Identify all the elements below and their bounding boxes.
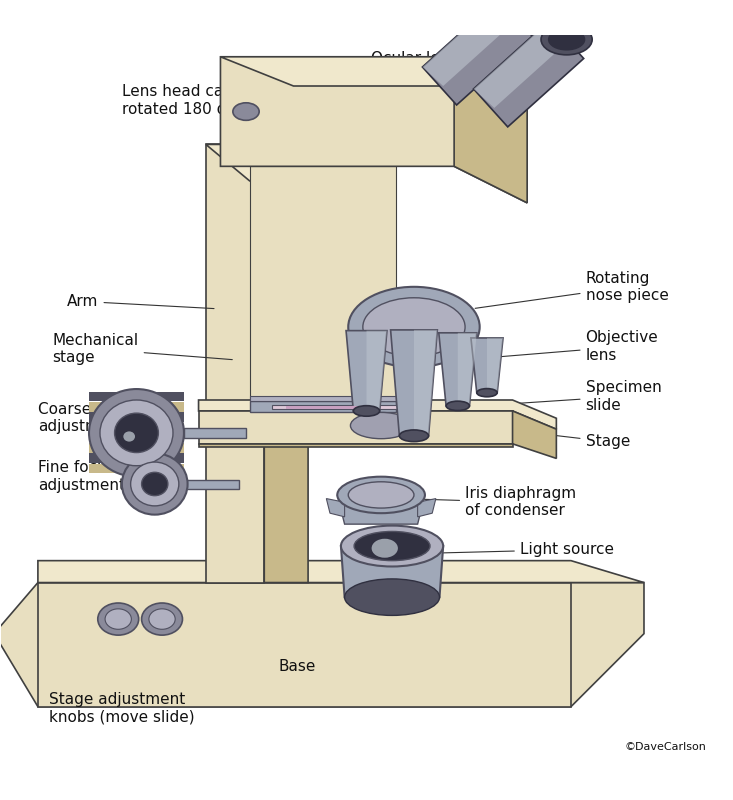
Ellipse shape: [105, 609, 131, 630]
Polygon shape: [474, 21, 583, 127]
Polygon shape: [38, 561, 644, 582]
Polygon shape: [206, 145, 265, 582]
Bar: [89, 454, 184, 462]
Polygon shape: [366, 330, 387, 411]
Bar: [89, 422, 184, 432]
Text: Ocular lens: Ocular lens: [371, 51, 499, 82]
Polygon shape: [38, 582, 571, 706]
Text: Fine focus
adjustment: Fine focus adjustment: [38, 461, 163, 493]
Text: Coarse focus
adjustment: Coarse focus adjustment: [38, 402, 144, 434]
Polygon shape: [250, 166, 396, 400]
Text: Mechanical
stage: Mechanical stage: [53, 333, 232, 365]
Ellipse shape: [123, 431, 135, 442]
Ellipse shape: [345, 579, 440, 615]
Polygon shape: [221, 57, 527, 203]
Bar: [89, 392, 184, 402]
Text: Rotating
nose piece: Rotating nose piece: [475, 270, 668, 308]
Polygon shape: [341, 546, 443, 597]
Polygon shape: [422, 0, 519, 86]
Ellipse shape: [141, 472, 168, 496]
Polygon shape: [422, 0, 533, 105]
Polygon shape: [346, 330, 387, 411]
Text: Base: Base: [279, 659, 316, 674]
Polygon shape: [199, 400, 556, 430]
Ellipse shape: [348, 287, 479, 367]
Text: Objective
lens: Objective lens: [482, 330, 658, 363]
Polygon shape: [487, 338, 503, 393]
Ellipse shape: [541, 24, 592, 55]
Polygon shape: [471, 338, 503, 393]
Ellipse shape: [348, 482, 414, 508]
Ellipse shape: [498, 7, 534, 28]
Ellipse shape: [89, 389, 184, 477]
Ellipse shape: [350, 413, 412, 438]
Ellipse shape: [97, 603, 139, 635]
Bar: [89, 402, 184, 412]
Polygon shape: [454, 57, 527, 203]
Ellipse shape: [100, 400, 173, 466]
Text: Stage: Stage: [548, 434, 630, 449]
Ellipse shape: [490, 2, 541, 33]
Bar: [184, 428, 246, 438]
Polygon shape: [458, 333, 476, 406]
Polygon shape: [0, 582, 644, 706]
Text: Light source: Light source: [427, 542, 614, 557]
Text: Arm: Arm: [67, 294, 214, 309]
Polygon shape: [199, 411, 512, 444]
Text: Lens head can be
rotated 180 degrees: Lens head can be rotated 180 degrees: [122, 85, 280, 126]
Ellipse shape: [341, 526, 443, 566]
Ellipse shape: [549, 30, 584, 50]
Ellipse shape: [114, 413, 158, 453]
Bar: [184, 480, 239, 489]
Polygon shape: [391, 330, 438, 436]
Ellipse shape: [130, 462, 179, 506]
Ellipse shape: [141, 603, 183, 635]
Text: Iris diaphragm
of condenser: Iris diaphragm of condenser: [402, 486, 576, 518]
Ellipse shape: [372, 538, 398, 558]
Ellipse shape: [476, 389, 497, 397]
Ellipse shape: [337, 477, 425, 513]
Bar: [89, 443, 184, 453]
Polygon shape: [474, 21, 570, 108]
Text: ©DaveCarlson: ©DaveCarlson: [625, 742, 706, 752]
Ellipse shape: [354, 531, 430, 561]
Bar: [286, 406, 359, 409]
Bar: [89, 463, 184, 473]
Polygon shape: [326, 498, 345, 517]
Bar: [89, 433, 184, 442]
Bar: [89, 413, 184, 422]
Ellipse shape: [363, 298, 465, 356]
Bar: [250, 396, 396, 401]
Ellipse shape: [446, 401, 469, 410]
Text: Specimen
slide: Specimen slide: [460, 380, 661, 413]
Polygon shape: [418, 498, 436, 517]
Ellipse shape: [149, 609, 175, 630]
Polygon shape: [439, 333, 476, 406]
Ellipse shape: [353, 406, 380, 416]
Polygon shape: [337, 495, 425, 524]
Ellipse shape: [399, 430, 429, 442]
Bar: [250, 401, 396, 412]
Text: Stage adjustment
knobs (move slide): Stage adjustment knobs (move slide): [49, 692, 194, 724]
Polygon shape: [199, 444, 512, 447]
Ellipse shape: [122, 454, 188, 514]
Polygon shape: [512, 411, 556, 458]
Polygon shape: [206, 145, 308, 181]
Bar: [271, 405, 403, 410]
Polygon shape: [265, 145, 308, 582]
Ellipse shape: [233, 102, 259, 120]
Polygon shape: [414, 330, 438, 436]
Polygon shape: [221, 57, 527, 86]
